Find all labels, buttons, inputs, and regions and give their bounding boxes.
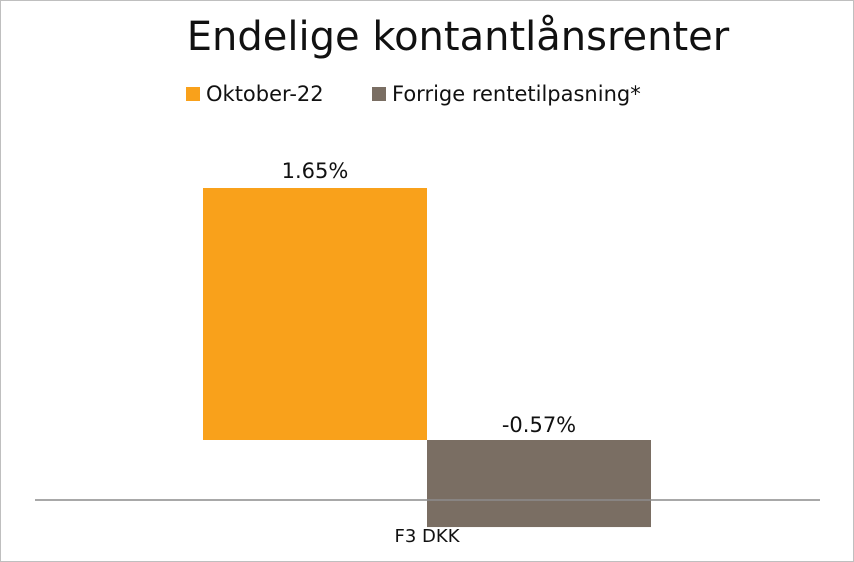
legend-swatch-oktober-22 bbox=[186, 87, 200, 101]
bar-2 bbox=[427, 440, 651, 528]
legend-label-forrige-rentetilpasning: Forrige rentetilpasning* bbox=[392, 82, 641, 106]
category-label: F3 DKK bbox=[395, 526, 461, 547]
legend-item-oktober-22: Oktober-22 bbox=[186, 82, 324, 106]
data-label-2: -0.57% bbox=[502, 413, 576, 437]
chart-title: Endelige kontantlånsrenter bbox=[186, 14, 730, 60]
legend-swatch-forrige-rentetilpasning bbox=[372, 87, 386, 101]
bar-1 bbox=[203, 188, 427, 440]
data-label-1: 1.65% bbox=[282, 159, 349, 183]
legend-item-forrige-rentetilpasning: Forrige rentetilpasning* bbox=[372, 82, 641, 106]
legend-label-oktober-22: Oktober-22 bbox=[206, 82, 324, 106]
